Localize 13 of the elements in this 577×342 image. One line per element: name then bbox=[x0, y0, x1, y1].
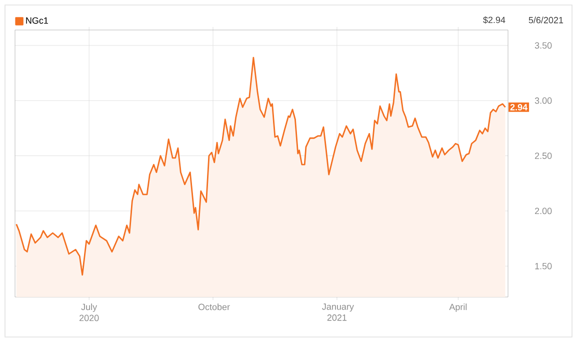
y-tick-label: 1.50 bbox=[535, 262, 552, 270]
annotation: 2.94 bbox=[510, 104, 528, 110]
x-tick-label: July 2020 bbox=[80, 304, 99, 322]
x-tick-label: October bbox=[198, 304, 230, 310]
y-tick-label: 2.50 bbox=[535, 152, 552, 159]
text: 5/6/2021 bbox=[528, 16, 564, 24]
y-tick-label: 2.00 bbox=[535, 208, 552, 214]
text: $2.94 bbox=[483, 16, 506, 24]
x-tick-label: January 2021 bbox=[322, 304, 354, 321]
y-tick-label: 3.50 bbox=[534, 42, 552, 49]
y-tick-label: 3.00 bbox=[534, 97, 552, 104]
legend-label: NGc1 bbox=[26, 17, 48, 24]
x-tick-label: April bbox=[449, 304, 467, 312]
